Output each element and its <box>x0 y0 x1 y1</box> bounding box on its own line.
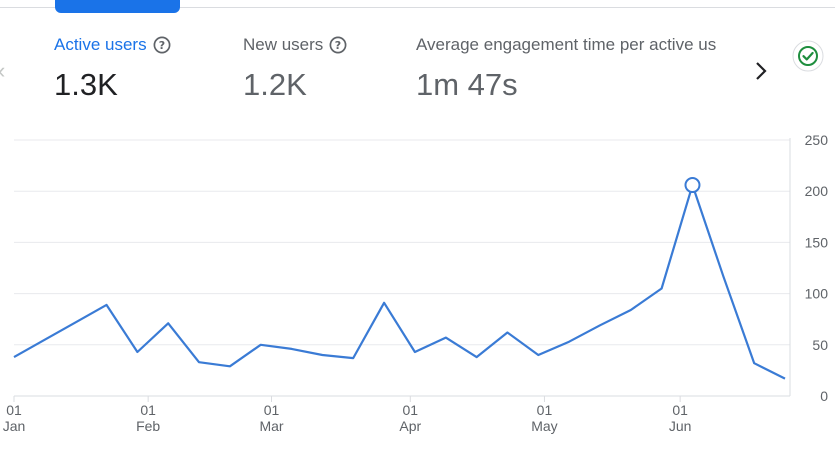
data-point[interactable] <box>197 360 201 364</box>
x-tick-month: Mar <box>259 418 283 434</box>
x-tick-day: 01 <box>537 402 553 418</box>
x-tick-day: 01 <box>672 402 688 418</box>
data-point[interactable] <box>536 353 540 357</box>
metric-value: 1.2K <box>243 67 307 102</box>
svg-text:?: ? <box>158 39 164 52</box>
y-tick-label: 250 <box>805 132 829 148</box>
data-point[interactable] <box>629 308 633 312</box>
x-tick-day: 01 <box>403 402 419 418</box>
data-point[interactable] <box>567 340 571 344</box>
data-point[interactable] <box>135 350 139 354</box>
x-tick-month: Jun <box>669 418 692 434</box>
metric-label: New users <box>243 35 324 54</box>
x-tick-day: 01 <box>140 402 156 418</box>
data-point[interactable] <box>505 331 509 335</box>
highlighted-point[interactable] <box>684 177 701 194</box>
y-tick-label: 200 <box>805 183 829 199</box>
data-point[interactable] <box>43 338 47 342</box>
top-border <box>0 7 835 8</box>
data-point[interactable] <box>413 350 417 354</box>
y-tick-label: 100 <box>805 286 829 302</box>
active-tab-indicator <box>55 0 180 13</box>
check-circle-icon[interactable] <box>792 40 824 77</box>
data-point[interactable] <box>228 364 232 368</box>
data-point[interactable] <box>783 377 787 381</box>
data-point[interactable] <box>382 301 386 305</box>
data-point[interactable] <box>74 320 78 324</box>
data-point[interactable] <box>351 356 355 360</box>
svg-text:?: ? <box>335 39 341 52</box>
y-tick-label: 150 <box>805 234 829 250</box>
chevron-left-icon[interactable]: ‹ <box>0 60 5 82</box>
x-tick-month: Feb <box>136 418 160 434</box>
question-circle-icon[interactable]: ? <box>329 36 347 54</box>
data-point[interactable] <box>444 336 448 340</box>
data-point[interactable] <box>721 274 725 278</box>
series-line <box>13 184 786 380</box>
data-point[interactable] <box>259 343 263 347</box>
x-tick-day: 01 <box>264 402 280 418</box>
metric-label: Average engagement time per active us <box>416 35 717 54</box>
data-point[interactable] <box>105 303 109 307</box>
data-point[interactable] <box>320 353 324 357</box>
x-tick-month: Jan <box>3 418 26 434</box>
data-point[interactable] <box>166 321 170 325</box>
chevron-right-icon[interactable] <box>751 60 771 87</box>
x-tick-month: May <box>531 418 557 434</box>
data-point[interactable] <box>660 286 664 290</box>
data-point[interactable] <box>475 355 479 359</box>
x-tick-month: Apr <box>399 418 421 434</box>
metric-tab-new-users[interactable]: New users ? 1.2K <box>243 34 347 103</box>
y-tick-label: 50 <box>812 337 828 353</box>
y-tick-label: 0 <box>820 388 828 404</box>
data-point[interactable] <box>752 361 756 365</box>
data-point[interactable] <box>290 347 294 351</box>
metric-value: 1.3K <box>54 67 118 102</box>
data-point[interactable] <box>598 323 602 327</box>
metric-label: Active users <box>54 35 147 54</box>
metric-tab-average-engagement[interactable]: Average engagement time per active us 1m… <box>416 34 740 103</box>
metric-tab-active-users[interactable]: Active users ? 1.3K <box>54 34 171 103</box>
x-tick-day: 01 <box>6 402 22 418</box>
metric-value: 1m 47s <box>416 67 518 102</box>
question-circle-icon[interactable]: ? <box>153 36 171 54</box>
data-point[interactable] <box>12 355 16 359</box>
